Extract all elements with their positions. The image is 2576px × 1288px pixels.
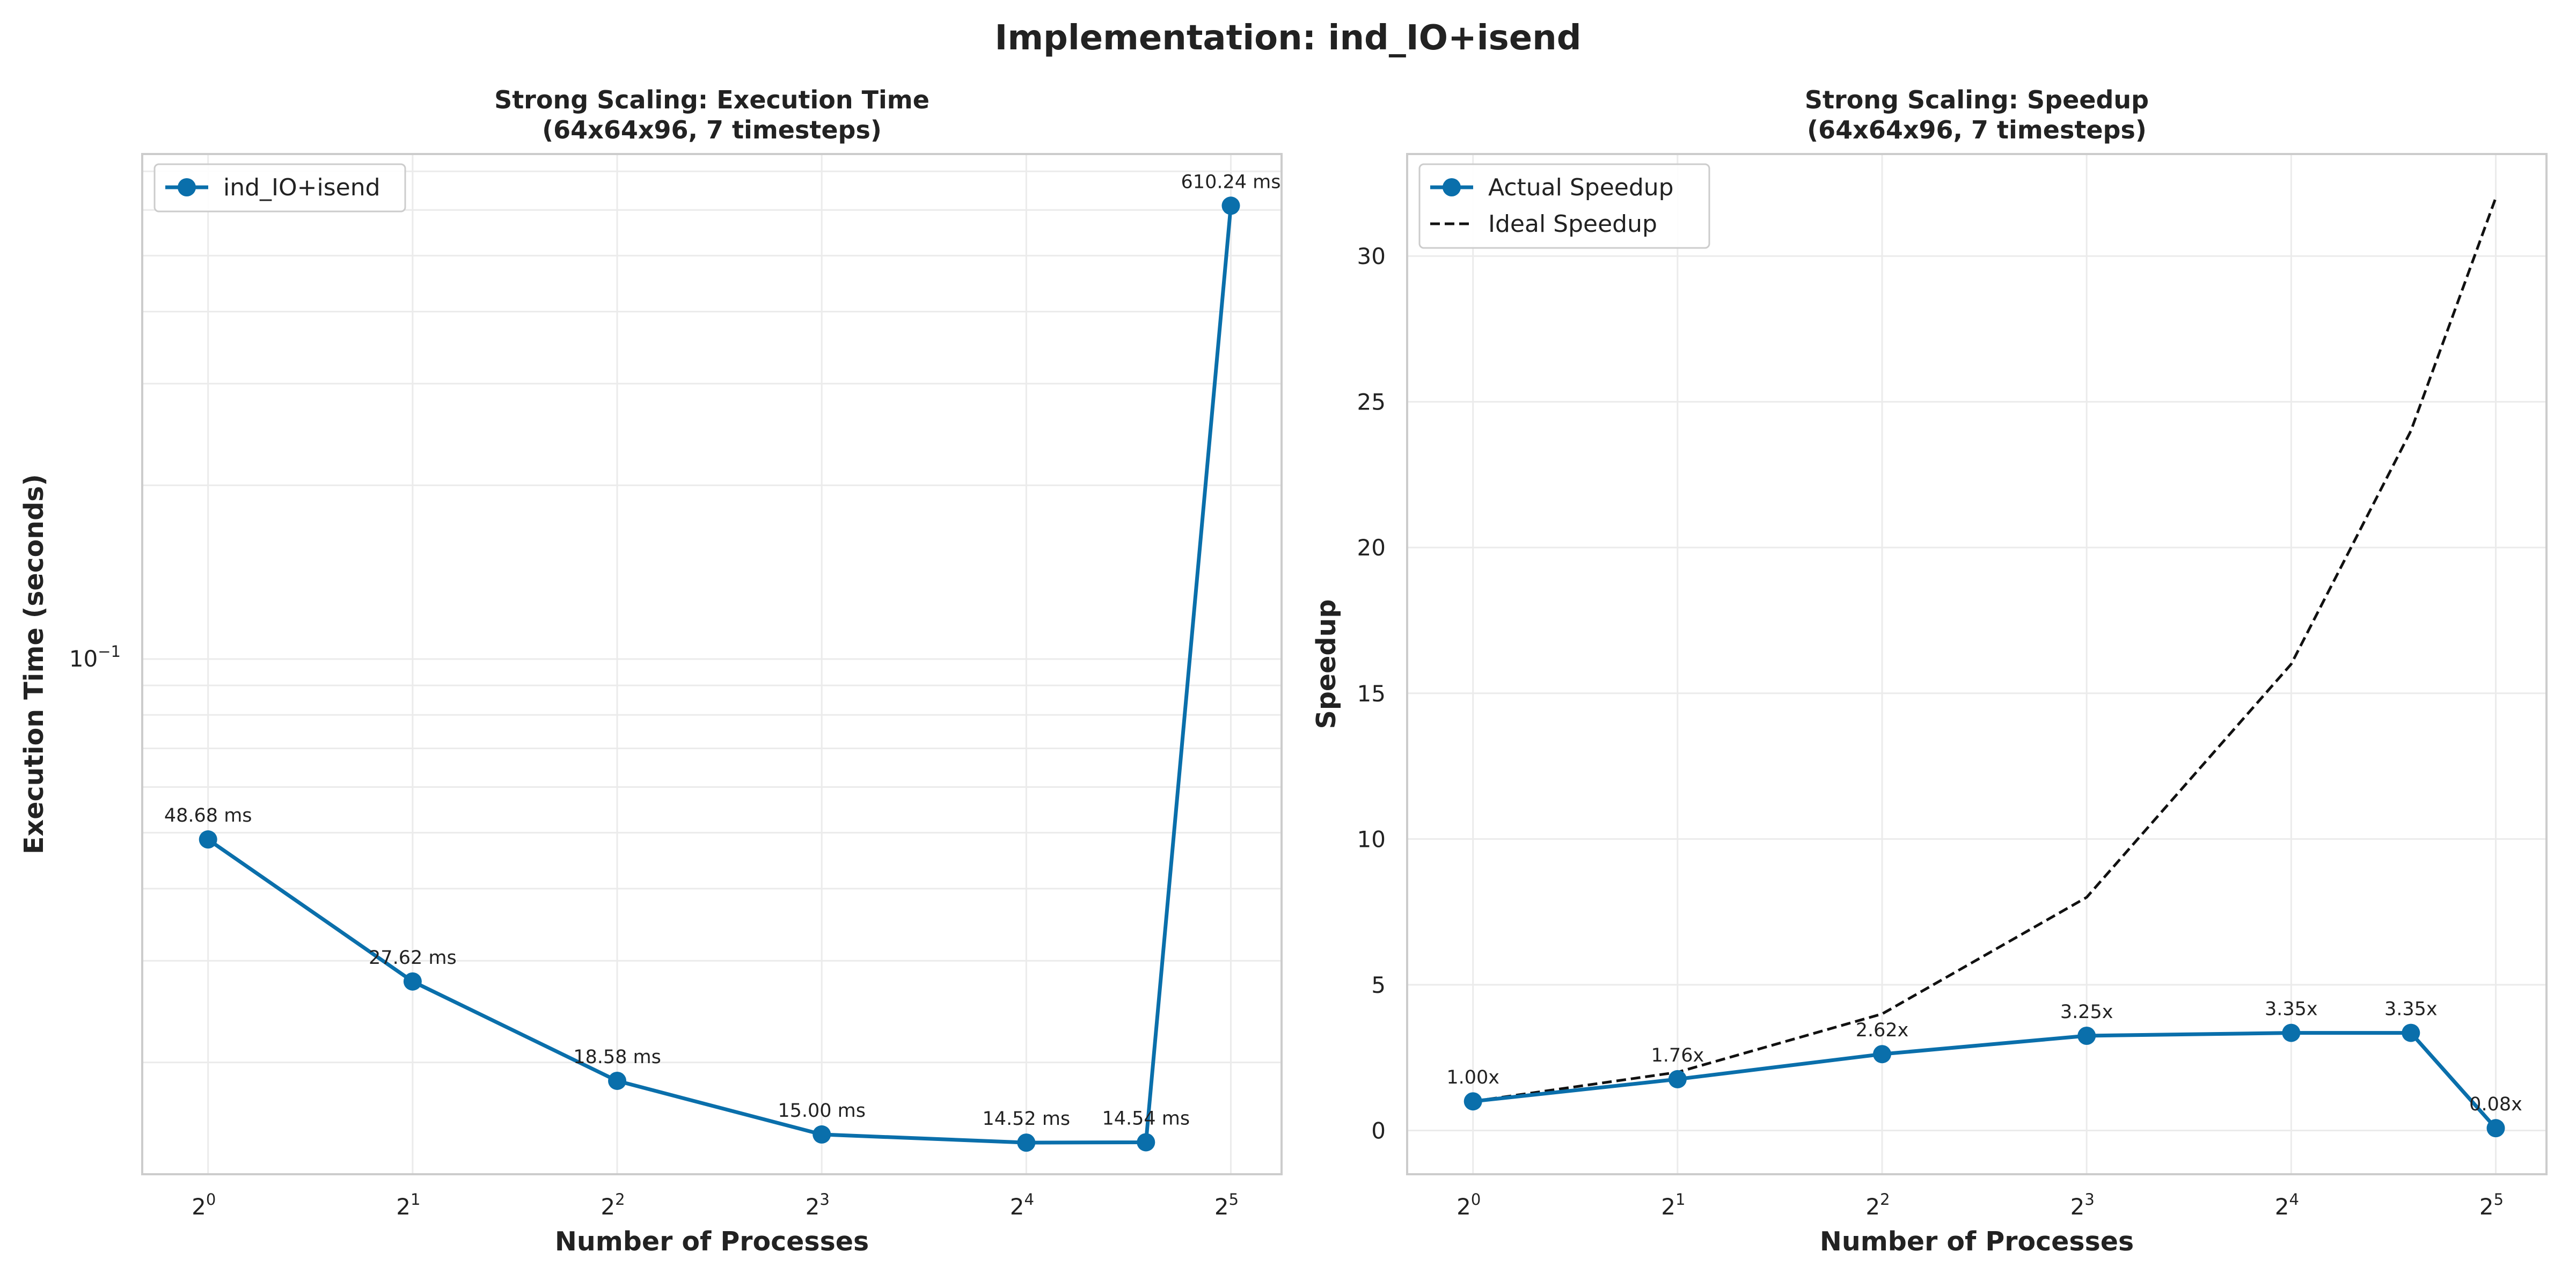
- y-tick-label: 0: [1371, 1118, 1386, 1144]
- data-label: 2.62x: [1856, 1020, 1909, 1041]
- legend-box: [153, 163, 406, 213]
- data-point: [403, 972, 422, 991]
- x-axis-label: Number of Processes: [1820, 1226, 2134, 1257]
- x-tick-label: 24: [2275, 1190, 2299, 1220]
- data-point: [1463, 1092, 1482, 1111]
- data-point: [2486, 1119, 2505, 1138]
- data-label: 1.00x: [1446, 1067, 1499, 1088]
- y-tick-label: 20: [1357, 535, 1386, 561]
- x-tick-label: 23: [2070, 1190, 2095, 1220]
- plot-frame: [1406, 153, 2548, 1175]
- x-tick-label: 21: [396, 1190, 420, 1220]
- data-label: 3.35x: [2265, 999, 2318, 1020]
- data-label: 610.24 ms: [1181, 171, 1281, 193]
- data-point: [1137, 1133, 1155, 1152]
- data-label: 0.08x: [2469, 1094, 2522, 1115]
- y-tick-label: 5: [1371, 972, 1386, 998]
- data-point: [1221, 196, 1240, 215]
- x-tick-label: 23: [806, 1190, 830, 1220]
- data-label: 3.35x: [2384, 999, 2438, 1020]
- x-tick-label: 25: [2479, 1190, 2504, 1220]
- y-tick-label: 10: [1357, 826, 1386, 852]
- data-label: 18.58 ms: [573, 1046, 661, 1068]
- x-tick-label: 20: [1457, 1190, 1481, 1220]
- data-point: [1873, 1045, 1892, 1064]
- data-label: 1.76x: [1651, 1045, 1704, 1066]
- x-axis-label: Number of Processes: [555, 1226, 869, 1257]
- y-tick-label: 10−1: [69, 642, 121, 672]
- data-point: [1668, 1070, 1687, 1088]
- data-point: [2077, 1027, 2096, 1045]
- data-point: [1017, 1133, 1036, 1152]
- x-tick-label: 20: [192, 1190, 216, 1220]
- data-label: 14.52 ms: [983, 1108, 1071, 1130]
- data-label: 15.00 ms: [778, 1100, 866, 1122]
- data-label: 27.62 ms: [369, 947, 457, 969]
- panel-subtitle: (64x64x96, 7 timesteps): [542, 115, 882, 144]
- x-tick-label: 24: [1010, 1190, 1034, 1220]
- panel-title: Strong Scaling: Execution Time: [494, 85, 930, 114]
- legend-label: ind_IO+isend: [223, 174, 380, 201]
- y-axis-label: Execution Time (seconds): [19, 474, 49, 854]
- data-point: [608, 1071, 627, 1090]
- x-tick-label: 25: [1214, 1190, 1239, 1220]
- x-tick-label: 22: [601, 1190, 625, 1220]
- legend-box: [1418, 163, 1710, 249]
- data-label: 48.68 ms: [164, 805, 252, 826]
- data-point: [2402, 1023, 2420, 1042]
- execution-time-panel: Strong Scaling: Execution Time(64x64x96,…: [19, 85, 1283, 1257]
- y-tick-label: 25: [1357, 389, 1386, 415]
- data-label: 3.25x: [2060, 1001, 2113, 1023]
- legend-marker: [1443, 178, 1461, 196]
- panel-title: Strong Scaling: Speedup: [1805, 85, 2149, 114]
- data-point: [2282, 1023, 2301, 1042]
- data-point: [813, 1125, 831, 1144]
- data-label: 14.54 ms: [1102, 1108, 1190, 1129]
- x-tick-label: 21: [1661, 1190, 1685, 1220]
- data-point: [199, 830, 217, 849]
- y-axis-label: Speedup: [1311, 599, 1342, 729]
- speedup-panel: Strong Scaling: Speedup(64x64x96, 7 time…: [1311, 85, 2548, 1257]
- figure-title: Implementation: ind_IO+isend: [995, 18, 1582, 58]
- legend-label: Ideal Speedup: [1488, 210, 1657, 238]
- y-tick-label: 30: [1357, 243, 1386, 269]
- x-tick-label: 22: [1865, 1190, 1890, 1220]
- legend-marker: [178, 178, 196, 196]
- panel-subtitle: (64x64x96, 7 timesteps): [1807, 115, 2147, 144]
- legend-label: Actual Speedup: [1488, 174, 1674, 201]
- y-tick-label: 15: [1357, 680, 1386, 707]
- plot-frame: [141, 153, 1283, 1175]
